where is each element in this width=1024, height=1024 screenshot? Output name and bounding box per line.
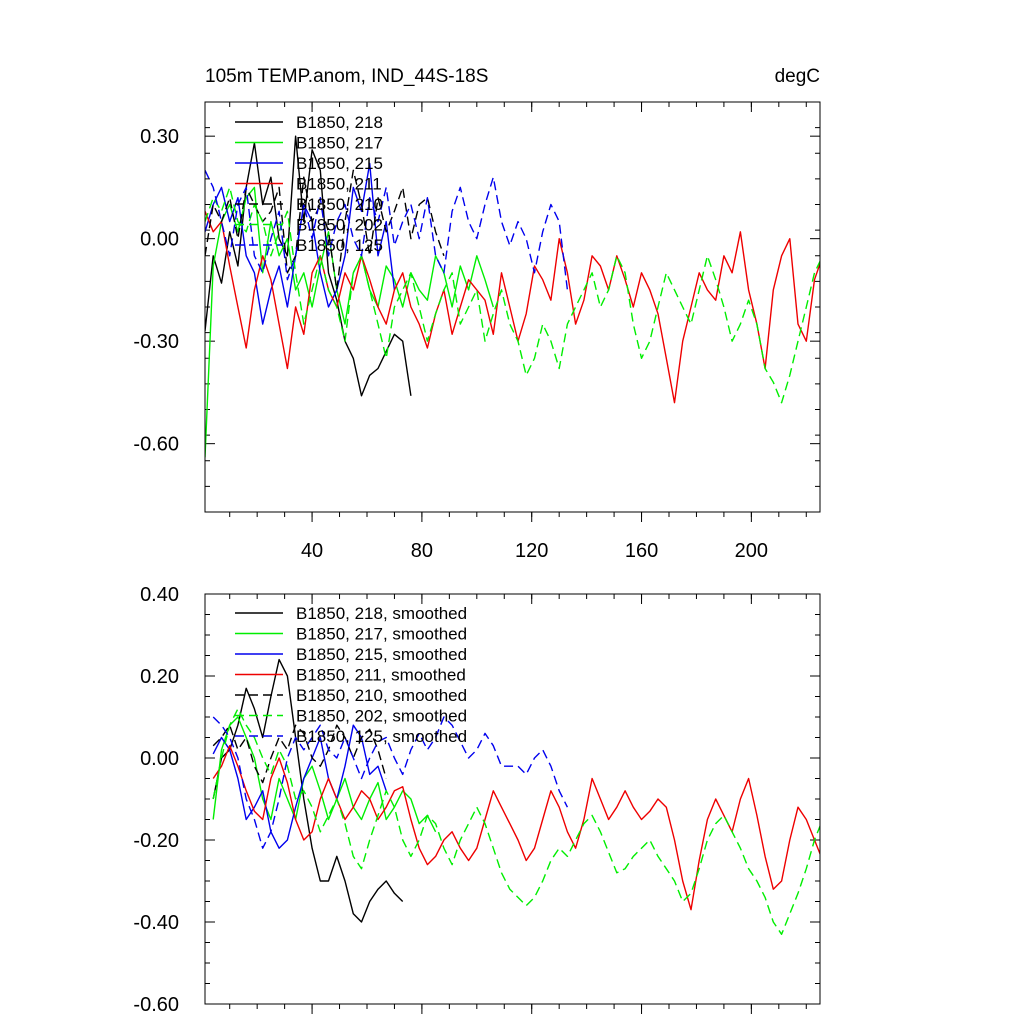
top-panel-frame (204, 101, 821, 513)
y-tick-label: 0.30 (140, 126, 179, 148)
legend-label: B1850, 217 (296, 134, 383, 153)
series-group (212, 658, 820, 935)
bottom-panel-frame (204, 593, 821, 1005)
series-line-4 (212, 724, 387, 784)
series-line-4 (205, 169, 445, 291)
top-panel-units: degC (775, 66, 820, 87)
series-line-5 (212, 708, 820, 935)
x-tick-label: 40 (301, 540, 323, 562)
series-line-1 (205, 186, 494, 458)
series-line-2 (205, 162, 396, 325)
legend-label: B1850, 218, smoothed (296, 604, 467, 623)
series-line-2 (212, 724, 387, 849)
series-line-3 (205, 211, 820, 404)
y-tick-label: -0.30 (133, 331, 179, 353)
y-tick-label: 0.00 (140, 748, 179, 770)
series-line-3 (212, 745, 820, 911)
y-tick-label: -0.40 (133, 912, 179, 934)
series-line-0 (212, 658, 404, 923)
legend-label: B1850, 218 (296, 113, 383, 132)
y-tick-label: 0.40 (140, 584, 179, 606)
x-tick-label: 120 (515, 540, 548, 562)
legend-label: B1850, 215 (296, 154, 383, 173)
x-tick-label: 160 (625, 540, 658, 562)
legend-label: B1850, 217, smoothed (296, 625, 467, 644)
y-tick-label: 0.00 (140, 229, 179, 251)
legend-label: B1850, 125, smoothed (296, 727, 467, 746)
series-line-0 (205, 135, 412, 397)
top-panel-series (205, 135, 820, 458)
legend-label: B1850, 202, smoothed (296, 707, 467, 726)
bottom-panel-legend: B1850, 218, smoothed B1850, 217, smoothed… (235, 604, 467, 746)
series-line-1 (212, 716, 437, 833)
legend-label: B1850, 125 (296, 236, 383, 255)
legend-label: B1850, 211 (296, 175, 382, 194)
x-tick-label: 80 (411, 540, 433, 562)
series-line-5 (205, 186, 820, 404)
top-panel: 105m TEMP.anom, IND_44S-18S degC 0.30 0.0… (133, 66, 821, 562)
legend-label: B1850, 211, smoothed (296, 666, 466, 685)
series-group (205, 135, 820, 458)
bottom-panel-series (212, 658, 820, 935)
top-panel-ticks: 0.30 0.00 -0.30 -0.60 40 80 120 160 200 (133, 101, 820, 562)
legend-label: B1850, 202 (296, 216, 383, 235)
series-line-6 (205, 169, 569, 290)
bottom-panel-ticks: 0.40 0.20 0.00 -0.20 -0.40 -0.60 (133, 584, 820, 1016)
series-line-6 (212, 716, 569, 849)
y-tick-label: -0.60 (133, 994, 179, 1016)
legend-label: B1850, 215, smoothed (296, 645, 467, 664)
x-tick-label: 200 (735, 540, 768, 562)
legend-label: B1850, 210 (296, 195, 383, 214)
top-panel-title: 105m TEMP.anom, IND_44S-18S (205, 66, 488, 87)
legend-label: B1850, 210, smoothed (296, 686, 467, 705)
bottom-panel: 0.40 0.20 0.00 -0.20 -0.40 -0.60 B1850, 218, … (133, 584, 821, 1016)
y-tick-label: 0.20 (140, 666, 179, 688)
y-tick-label: -0.60 (133, 434, 179, 456)
y-tick-label: -0.20 (133, 830, 179, 852)
